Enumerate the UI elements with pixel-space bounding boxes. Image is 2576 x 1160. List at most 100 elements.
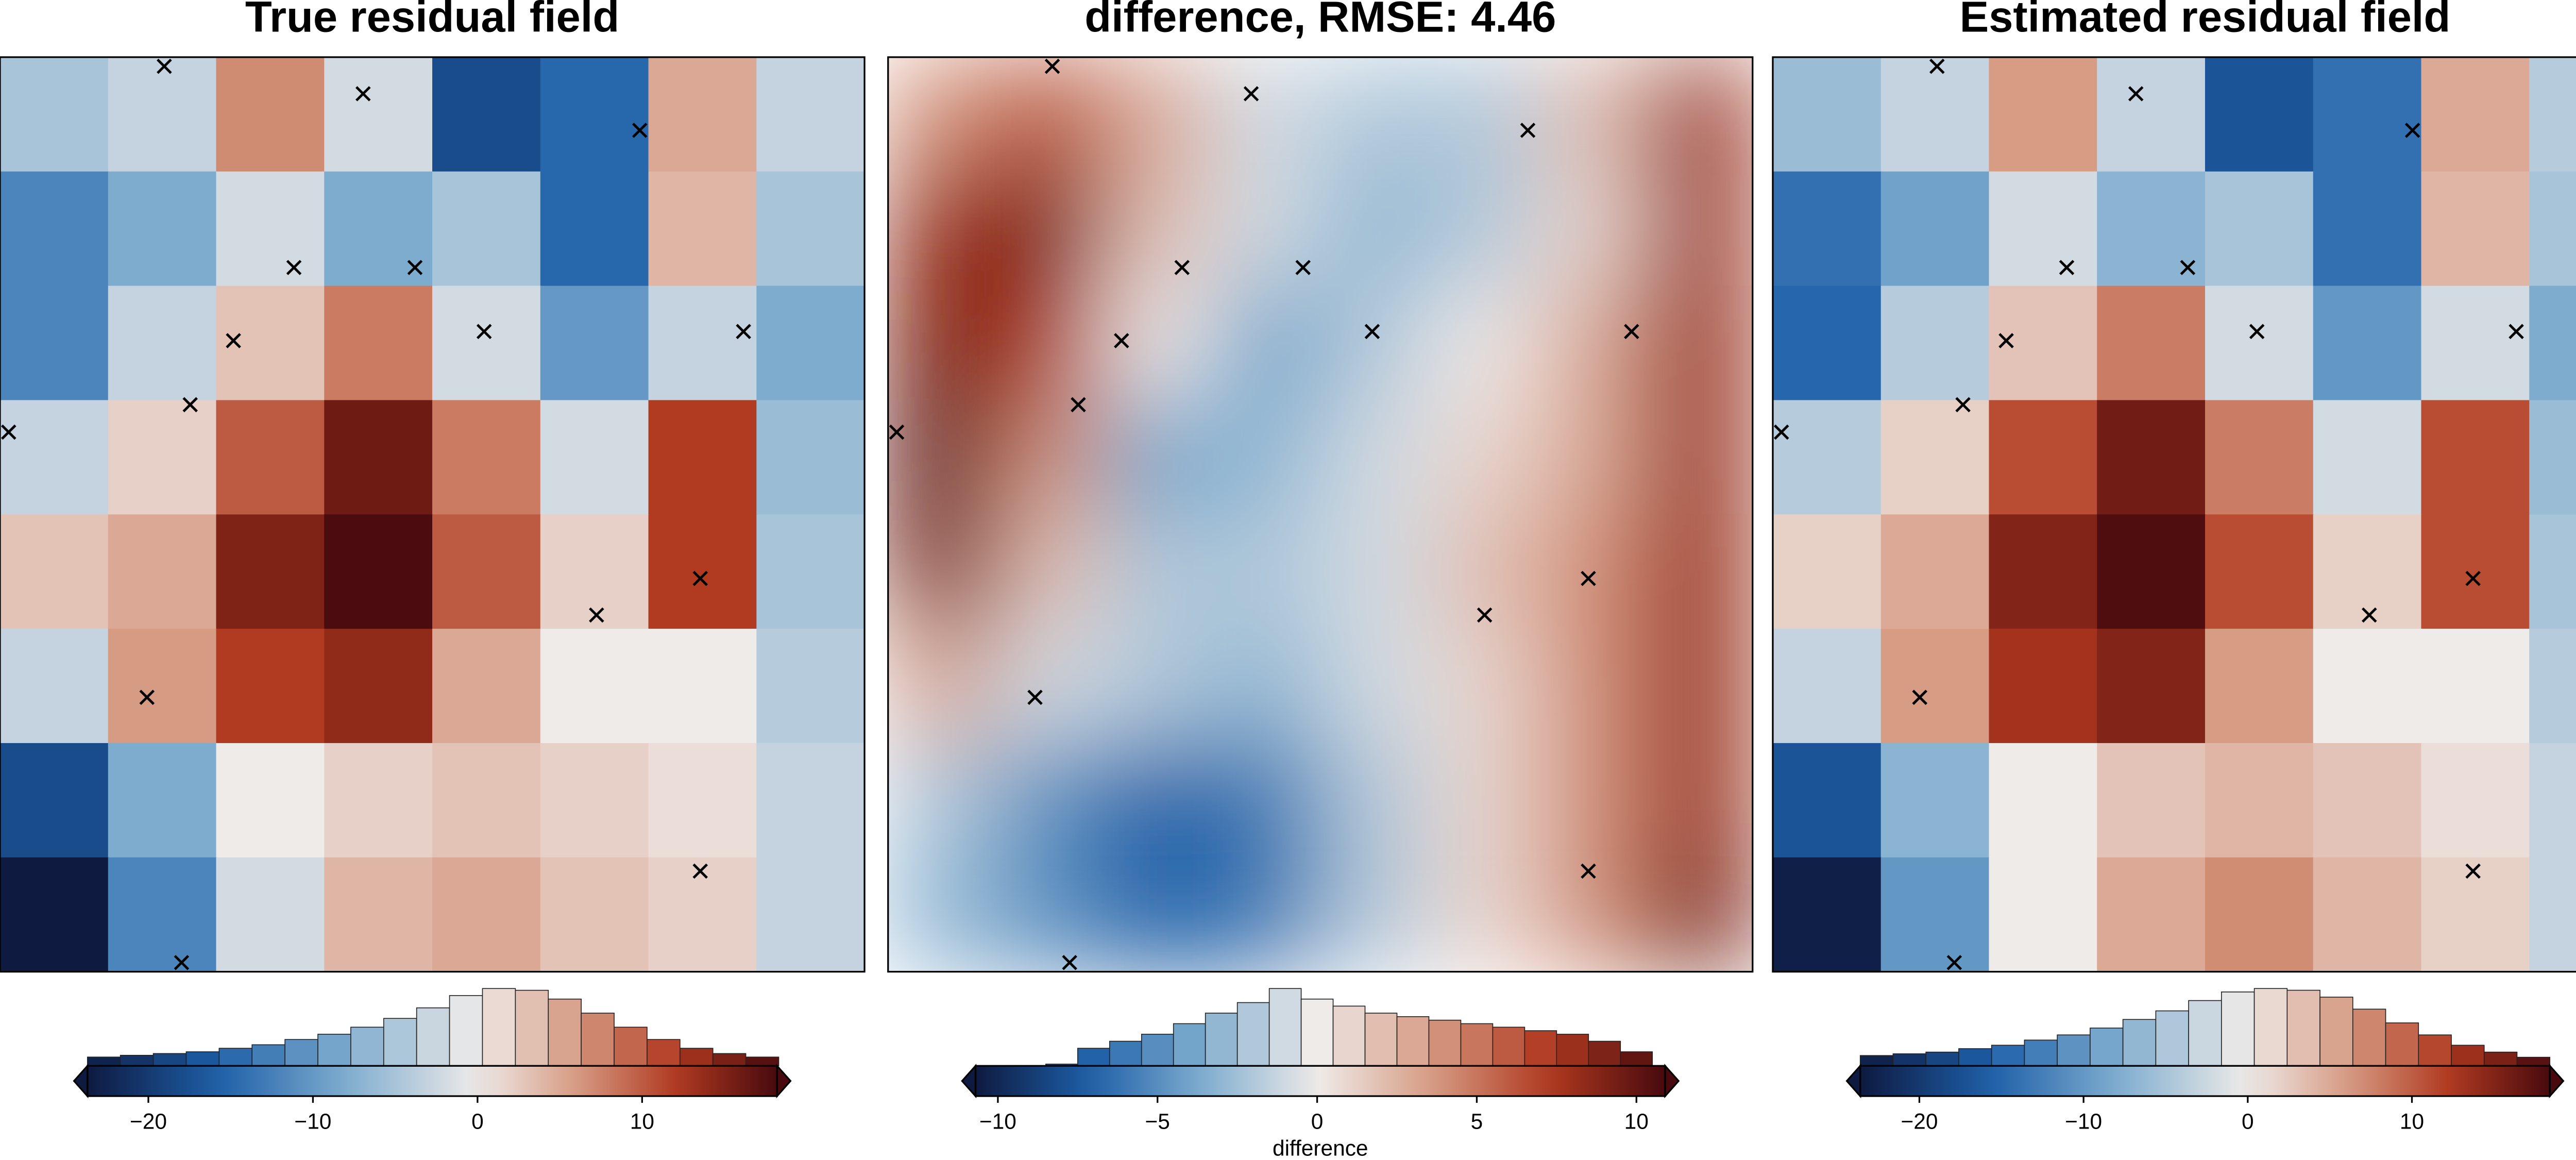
histogram-bar bbox=[218, 1048, 253, 1067]
heatmap-cell bbox=[996, 285, 1105, 401]
histogram-bar bbox=[251, 1044, 285, 1067]
histogram-bar bbox=[2188, 1000, 2222, 1067]
heatmap-cell bbox=[2421, 285, 2530, 401]
histogram-bar bbox=[1925, 1051, 1959, 1067]
sample-marker bbox=[1998, 333, 2014, 348]
heatmap-cell bbox=[1880, 285, 1990, 401]
heatmap-cell bbox=[432, 57, 541, 173]
heatmap-cell bbox=[2097, 285, 2206, 401]
heatmap-cell bbox=[432, 285, 541, 401]
sample-cross bbox=[2404, 123, 2420, 138]
heatmap-cell bbox=[432, 857, 541, 972]
heatmap-cell bbox=[216, 743, 325, 859]
histogram-bar bbox=[416, 1007, 450, 1067]
histogram-bar bbox=[1141, 1034, 1174, 1067]
heatmap-cell bbox=[2421, 400, 2530, 515]
heatmap-cell bbox=[1104, 857, 1213, 972]
histogram-bar bbox=[2024, 1039, 2058, 1067]
heatmap-cell bbox=[1989, 171, 2098, 287]
histogram-bar bbox=[679, 1048, 714, 1067]
heatmap-cell bbox=[1320, 743, 1430, 859]
heatmap-cell bbox=[648, 285, 757, 401]
heatmap-cell bbox=[1536, 629, 1646, 744]
heatmap-cell bbox=[1645, 857, 1753, 972]
sample-cross bbox=[1929, 58, 1945, 74]
heatmap-cell bbox=[540, 743, 650, 859]
heatmap-cell bbox=[0, 171, 109, 287]
heatmap-cell bbox=[1645, 743, 1753, 859]
sample-cross bbox=[1174, 260, 1190, 275]
sample-cross bbox=[1027, 690, 1043, 705]
heatmap-cell bbox=[1880, 743, 1990, 859]
heatmap-cell bbox=[996, 857, 1105, 972]
histogram-bar bbox=[1958, 1048, 1992, 1067]
colorbar bbox=[87, 1065, 778, 1097]
histogram-bar bbox=[449, 995, 483, 1067]
sample-marker bbox=[2180, 260, 2196, 275]
heatmap-cell bbox=[1772, 857, 1882, 972]
heatmap-cell bbox=[540, 400, 650, 515]
sample-cross bbox=[589, 607, 604, 623]
sample-marker bbox=[1027, 690, 1043, 705]
histogram-bar bbox=[2155, 1010, 2189, 1067]
sample-cross bbox=[692, 863, 708, 879]
heatmap-cell bbox=[1880, 857, 1990, 972]
histogram-bar bbox=[1991, 1045, 2025, 1067]
heatmap-cell bbox=[432, 743, 541, 859]
colorbar-extend-high bbox=[2549, 1064, 2565, 1099]
heatmap-cell bbox=[1645, 514, 1753, 630]
sample-marker bbox=[1520, 123, 1536, 138]
histogram-bar bbox=[2253, 988, 2288, 1067]
heatmap-cell bbox=[0, 743, 109, 859]
histogram-bar bbox=[1492, 1027, 1526, 1067]
heatmap-cell bbox=[1320, 171, 1430, 287]
histogram-bar bbox=[1396, 1016, 1430, 1067]
sample-marker bbox=[589, 607, 604, 623]
histogram-bar bbox=[1077, 1048, 1110, 1067]
heatmap-cell bbox=[2313, 285, 2422, 401]
heatmap-cell bbox=[540, 514, 650, 630]
sample-cross bbox=[1044, 58, 1060, 74]
heatmap-cell bbox=[2097, 400, 2206, 515]
heatmap-cell bbox=[996, 57, 1105, 173]
histogram-bar bbox=[120, 1055, 154, 1067]
histogram-bar bbox=[2451, 1045, 2485, 1067]
heatmap-cell bbox=[2205, 629, 2314, 744]
heatmap-cell bbox=[1212, 400, 1321, 515]
heatmap-cell bbox=[1880, 400, 1990, 515]
sample-marker bbox=[1912, 690, 1928, 705]
sample-cross bbox=[1955, 397, 1971, 413]
sample-marker bbox=[1364, 324, 1380, 340]
heatmap-cell bbox=[324, 514, 433, 630]
colorbar-extend-high bbox=[776, 1064, 792, 1099]
histogram-bar bbox=[2483, 1051, 2518, 1067]
sample-cross bbox=[1581, 863, 1596, 879]
heatmap-cell bbox=[888, 57, 997, 173]
heatmap-cell bbox=[1880, 57, 1990, 173]
histogram-bar bbox=[1236, 1002, 1270, 1067]
heatmap bbox=[0, 57, 865, 972]
sample-cross bbox=[174, 955, 190, 970]
heatmap-cell bbox=[2529, 629, 2576, 744]
sample-cross bbox=[736, 324, 751, 340]
heatmap-cell bbox=[108, 629, 217, 744]
heatmap-cell bbox=[216, 57, 325, 173]
colorbar-tick-label: 0 bbox=[2242, 1109, 2254, 1133]
colorbar bbox=[974, 1065, 1666, 1097]
heatmap-cell bbox=[2421, 629, 2530, 744]
heatmap-cell bbox=[324, 285, 433, 401]
heatmap-cell bbox=[1212, 743, 1321, 859]
heatmap-cell bbox=[2313, 171, 2422, 287]
histogram-bar bbox=[152, 1053, 187, 1067]
heatmap-cell bbox=[1536, 743, 1646, 859]
heatmap-cell bbox=[1880, 629, 1990, 744]
heatmap-cell bbox=[756, 171, 865, 287]
colorbar-extend-low bbox=[961, 1064, 977, 1099]
heatmap-cell bbox=[2097, 743, 2206, 859]
panel-title: Estimated residual field bbox=[1960, 0, 2451, 41]
sample-marker bbox=[174, 955, 190, 970]
heatmap-cell bbox=[2529, 400, 2576, 515]
sample-marker bbox=[139, 690, 155, 705]
sample-cross bbox=[1114, 333, 1129, 348]
heatmap-cell bbox=[1536, 171, 1646, 287]
